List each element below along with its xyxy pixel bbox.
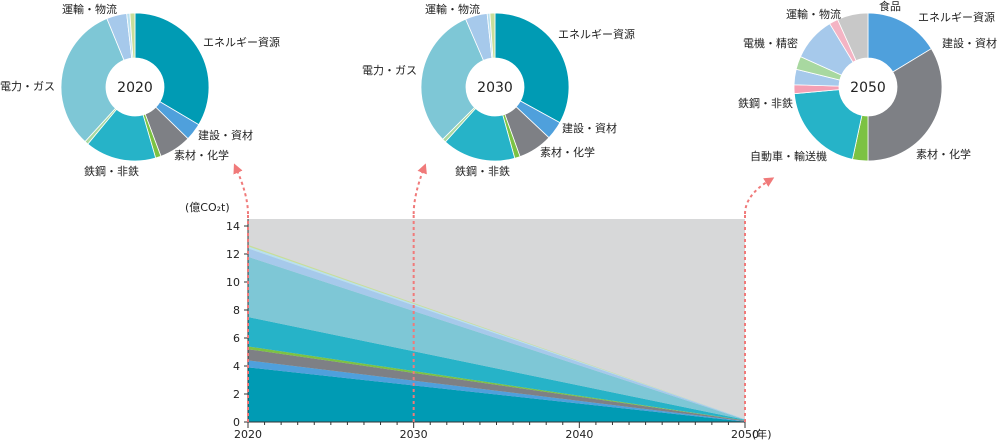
pie-label: 食品 bbox=[879, 0, 901, 13]
y-tick-label: 12 bbox=[226, 248, 240, 261]
pie-center-label: 2020 bbox=[117, 80, 153, 96]
pie-label: 鉄鋼・非鉄 bbox=[455, 164, 510, 178]
pie-slice bbox=[134, 12, 210, 126]
y-tick-label: 0 bbox=[233, 416, 240, 429]
pie-2020-labels: 運輸・物流 エネルギー資源 電力・ガス 建設・資材 素材・化学 鉄鋼・非鉄 bbox=[0, 2, 280, 178]
year-marker-arrow bbox=[233, 163, 249, 215]
year-marker-group bbox=[233, 163, 775, 422]
area-series-group bbox=[248, 244, 745, 422]
y-tick-label: 8 bbox=[233, 304, 240, 317]
pie-label: 運輸・物流 bbox=[425, 2, 480, 16]
y-axis-label: (億CO₂t) bbox=[185, 201, 230, 214]
x-tick-label: 2040 bbox=[565, 428, 593, 441]
area-series bbox=[248, 256, 745, 420]
x-tick-label: 2020 bbox=[234, 428, 262, 441]
area-series bbox=[248, 248, 745, 420]
area-series bbox=[248, 317, 745, 421]
pie-chart-2030: 2030 bbox=[420, 12, 570, 162]
pie-label: 鉄鋼・非鉄 bbox=[84, 164, 139, 178]
pie-label: 建設・資材 bbox=[198, 128, 253, 142]
pie-center-label: 2050 bbox=[850, 80, 886, 96]
pie-label: 建設・資材 bbox=[942, 36, 997, 50]
area-series bbox=[248, 367, 745, 422]
x-tick-label: 2050 bbox=[731, 428, 759, 441]
pie-label: 電力・ガス bbox=[0, 80, 55, 93]
pie-label: 建設・資材 bbox=[562, 121, 617, 135]
pie-label: 素材・化学 bbox=[916, 147, 971, 161]
pie-2030-labels: 運輸・物流 エネルギー資源 電力・ガス 建設・資材 素材・化学 鉄鋼・非鉄 bbox=[362, 2, 635, 178]
pie-label: エネルギー資源 bbox=[558, 27, 635, 41]
pie-label: 自動車・輸送機 bbox=[750, 149, 827, 163]
area-series bbox=[248, 246, 745, 420]
x-axis-unit-label: (年) bbox=[752, 427, 772, 441]
pie-label: 鉄鋼・非鉄 bbox=[738, 96, 793, 110]
pie-center-hole bbox=[839, 58, 897, 116]
pie-slice bbox=[867, 48, 943, 162]
area-series bbox=[248, 244, 745, 420]
pie-center-hole bbox=[106, 58, 164, 116]
pie-slice bbox=[494, 12, 570, 124]
y-tick-label: 14 bbox=[226, 220, 240, 233]
pie-label: 素材・化学 bbox=[540, 145, 595, 159]
pie-chart-2020: 2020 bbox=[60, 12, 210, 162]
area-series bbox=[248, 360, 745, 422]
pie-center-hole bbox=[466, 58, 524, 116]
year-marker-arrow bbox=[412, 163, 427, 215]
pie-center-label: 2030 bbox=[477, 80, 513, 96]
y-tick-label: 4 bbox=[233, 360, 240, 373]
pie-label: 運輸・物流 bbox=[786, 7, 841, 21]
pie-label: 運輸・物流 bbox=[62, 2, 117, 16]
y-tick-label: 6 bbox=[233, 332, 240, 345]
area-series bbox=[248, 349, 745, 422]
pie-label: 素材・化学 bbox=[174, 148, 229, 162]
year-marker-arrow bbox=[744, 177, 775, 215]
x-tick-label: 2030 bbox=[400, 428, 428, 441]
pie-label: エネルギー資源 bbox=[918, 10, 995, 24]
y-tick-label: 2 bbox=[233, 388, 240, 401]
pie-chart-2050: 2050 bbox=[793, 12, 943, 162]
area-series bbox=[248, 346, 745, 421]
pie-2050-labels: 食品 エネルギー資源 運輸・物流 建設・資材 電機・精密 鉄鋼・非鉄 素材・化学… bbox=[738, 0, 997, 163]
pie-label: 電機・精密 bbox=[743, 36, 798, 50]
pie-label: エネルギー資源 bbox=[203, 35, 280, 49]
y-tick-label: 10 bbox=[226, 276, 240, 289]
pie-label: 電力・ガス bbox=[362, 64, 417, 77]
